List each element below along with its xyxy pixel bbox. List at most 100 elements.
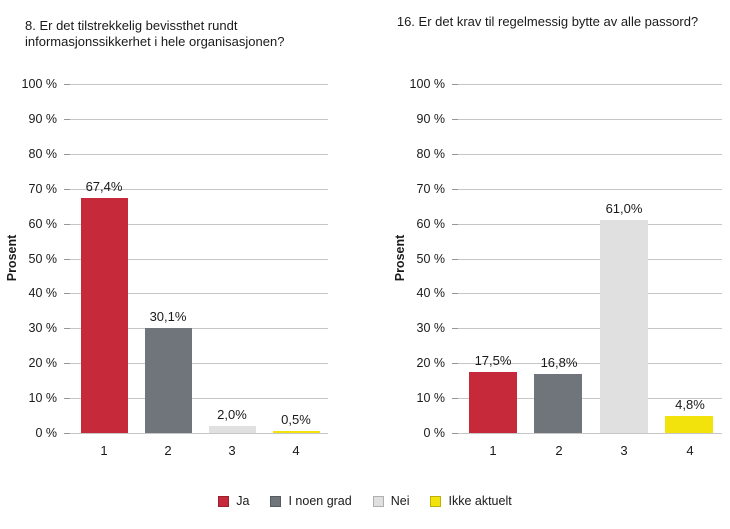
bar-value-label: 4,8% <box>675 397 705 412</box>
bar-value-label: 2,0% <box>217 407 247 422</box>
chart-title-right: 16. Er det krav til regelmessig bytte av… <box>396 14 699 29</box>
y-axis-tick-label: 20 % <box>416 356 446 370</box>
gridline <box>458 224 722 225</box>
gridline <box>70 433 328 434</box>
gridline <box>458 84 722 85</box>
y-axis-tick-label: 50 % <box>28 252 58 266</box>
gridline <box>70 84 328 85</box>
y-axis-tick-label: 70 % <box>416 182 446 196</box>
y-axis-tick-label: 70 % <box>28 182 58 196</box>
x-axis-category-label: 3 <box>228 443 236 458</box>
y-axis-tick <box>64 363 70 364</box>
legend-label-nei: Nei <box>390 494 410 508</box>
y-axis-tick <box>64 398 70 399</box>
y-axis-tick-label: 100 % <box>409 77 445 91</box>
y-axis-tick-label: 80 % <box>28 147 58 161</box>
legend-label-ja: Ja <box>236 494 250 508</box>
y-axis-tick <box>64 293 70 294</box>
x-axis-category-label: 4 <box>292 443 300 458</box>
y-axis-tick-label: 10 % <box>416 391 446 405</box>
gridline <box>458 119 722 120</box>
legend: Ja I noen grad Nei Ikke aktuelt <box>0 490 730 512</box>
gridline <box>70 363 328 364</box>
y-axis-tick <box>64 433 70 434</box>
bar-category-1 <box>81 198 128 433</box>
y-axis-tick-label: 50 % <box>416 252 446 266</box>
y-axis-tick-label: 80 % <box>416 147 446 161</box>
bar-value-label: 0,5% <box>281 412 311 427</box>
legend-swatch-nei-icon <box>372 495 384 507</box>
x-axis-category-label: 2 <box>555 443 563 458</box>
y-axis-tick-label: 40 % <box>416 286 446 300</box>
y-axis-tick <box>64 328 70 329</box>
x-axis-category-label: 3 <box>620 443 628 458</box>
legend-label-i-noen-grad: I noen grad <box>288 494 352 508</box>
bar-category-3 <box>209 426 256 433</box>
gridline <box>70 259 328 260</box>
gridline <box>458 398 722 399</box>
x-axis-category-label: 1 <box>100 443 108 458</box>
y-axis-tick <box>452 259 458 260</box>
y-axis-tick-label: 60 % <box>28 217 58 231</box>
chart-panel-right: 16. Er det krav til regelmessig bytte av… <box>365 0 730 470</box>
bar-category-1 <box>469 372 517 433</box>
legend-item-nei: Nei <box>372 494 410 508</box>
legend-swatch-ikke-aktuelt-icon <box>430 495 442 507</box>
y-axis-tick <box>64 154 70 155</box>
bar-category-3 <box>600 220 648 433</box>
y-axis-tick <box>452 433 458 434</box>
y-axis-tick <box>452 224 458 225</box>
legend-swatch-i-noen-grad-icon <box>270 495 282 507</box>
y-axis-tick-label: 100 % <box>21 77 57 91</box>
bar-value-label: 61,0% <box>605 201 643 216</box>
gridline <box>70 224 328 225</box>
y-axis-tick <box>64 189 70 190</box>
y-axis-tick <box>452 189 458 190</box>
y-axis-tick-label: 0 % <box>35 426 57 440</box>
bar-category-4 <box>273 431 320 433</box>
gridline <box>70 398 328 399</box>
y-axis-tick-label: 20 % <box>28 356 58 370</box>
gridline <box>458 363 722 364</box>
x-axis-category-label: 1 <box>489 443 497 458</box>
chart-panel-left: 8. Er det tilstrekkelig bevissthet rundt… <box>0 0 365 470</box>
gridline <box>70 119 328 120</box>
legend-item-ja: Ja <box>218 494 249 508</box>
legend-swatch-ja-icon <box>218 495 230 507</box>
bar-category-2 <box>534 374 582 433</box>
gridline <box>70 154 328 155</box>
gridline <box>70 328 328 329</box>
y-axis-tick-label: 60 % <box>416 217 446 231</box>
gridline <box>458 293 722 294</box>
y-axis-tick <box>64 119 70 120</box>
gridline <box>458 328 722 329</box>
chart-title-left: 8. Er det tilstrekkelig bevissthet rundt… <box>25 18 285 49</box>
y-axis-tick-label: 0 % <box>423 426 445 440</box>
y-axis-tick <box>64 259 70 260</box>
bar-value-label: 30,1% <box>149 309 187 324</box>
bar-value-label: 67,4% <box>85 179 123 194</box>
legend-item-i-noen-grad: I noen grad <box>270 494 352 508</box>
y-axis-tick <box>452 84 458 85</box>
legend-item-ikke-aktuelt: Ikke aktuelt <box>430 494 512 508</box>
gridline <box>458 433 722 434</box>
bar-category-2 <box>145 328 192 433</box>
y-axis-tick <box>452 328 458 329</box>
y-axis-tick <box>64 224 70 225</box>
x-axis-category-label: 2 <box>164 443 172 458</box>
y-axis-tick <box>452 398 458 399</box>
legend-label-ikke-aktuelt: Ikke aktuelt <box>448 494 512 508</box>
bar-value-label: 16,8% <box>540 355 578 370</box>
y-axis-tick <box>452 119 458 120</box>
bar-category-4 <box>665 416 713 433</box>
y-axis-tick <box>452 293 458 294</box>
y-axis-tick-label: 10 % <box>28 391 58 405</box>
y-axis-tick <box>452 363 458 364</box>
y-axis-tick-label: 90 % <box>416 112 446 126</box>
x-axis-category-label: 4 <box>686 443 694 458</box>
y-axis-tick <box>64 84 70 85</box>
bar-value-label: 17,5% <box>474 353 512 368</box>
y-axis-tick-label: 30 % <box>28 321 58 335</box>
gridline <box>458 154 722 155</box>
